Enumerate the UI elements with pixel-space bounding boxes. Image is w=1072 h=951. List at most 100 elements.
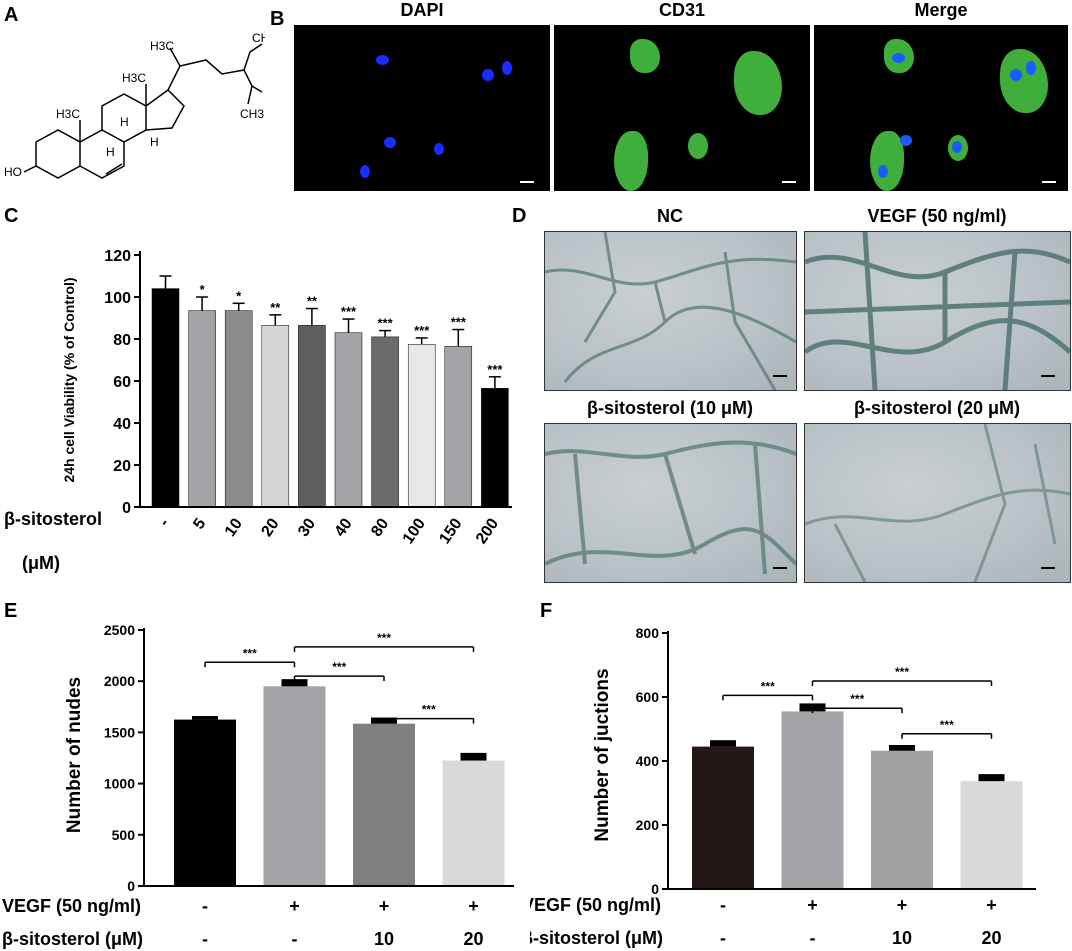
label-h-3: H — [106, 145, 115, 159]
error-bar — [281, 679, 308, 687]
row-value: 20 — [463, 929, 483, 949]
label-h3c-side: H3C — [150, 39, 174, 53]
y-tick-label: 1000 — [104, 776, 135, 792]
c-tick-label: 200 — [473, 515, 502, 547]
comparison-label: *** — [895, 665, 909, 679]
label-h3c-mid: H3C — [122, 71, 146, 85]
comparison-label: *** — [422, 703, 436, 717]
label-ho: HO — [4, 165, 22, 179]
title-dapi: DAPI — [400, 0, 444, 20]
row-value: + — [468, 896, 479, 916]
c-y-tick-label: 100 — [104, 290, 131, 307]
image-sito-20 — [804, 423, 1071, 583]
row-value: 10 — [374, 929, 394, 949]
c-bar — [151, 288, 180, 508]
tube-network — [545, 440, 796, 575]
label-h-1: H — [120, 115, 129, 129]
merge-nucleus — [1010, 69, 1022, 81]
c-y-tick-label: 40 — [113, 416, 131, 433]
c-tick-label: 5 — [190, 515, 209, 532]
c-bar — [188, 310, 216, 508]
c-bar — [407, 344, 436, 508]
row-value: - — [202, 929, 208, 949]
image-merge — [814, 25, 1068, 191]
error-bar — [460, 752, 487, 761]
c-y-tick-label: 20 — [113, 458, 131, 475]
e-axes: 0 500 1000 1500 2000 2500 VEGF (50 ng/ml) - + + + β… — [2, 622, 514, 949]
panel-letter-d: D — [512, 205, 527, 227]
chart-nudes: Number of nudes *** *** *** *** 0 500 1000 150… — [2, 622, 514, 949]
image-sito-10 — [544, 423, 797, 583]
scale-bar — [773, 375, 787, 377]
bar — [174, 719, 236, 886]
title-merge: Merge — [914, 0, 968, 20]
tube-network — [545, 232, 796, 390]
y-tick-label: 2000 — [104, 673, 135, 689]
y-tick-label: 400 — [636, 753, 660, 769]
scale-bar — [1041, 375, 1055, 377]
panel-letter-f: F — [540, 600, 553, 622]
scale-bar — [1041, 567, 1055, 569]
c-tick-label: 80 — [368, 515, 392, 539]
label-ch3-bottom: CH3 — [240, 107, 264, 121]
panel-letter-b: B — [270, 8, 285, 30]
nucleus — [482, 69, 494, 81]
c-bar — [444, 346, 473, 508]
c-bar — [261, 325, 290, 508]
title-cd31: CD31 — [658, 0, 706, 20]
nucleus — [376, 55, 389, 65]
row-value: + — [897, 895, 908, 915]
c-y-tick-label: 0 — [122, 500, 131, 517]
c-y-tick-label: 80 — [113, 332, 131, 349]
bar — [781, 711, 844, 889]
bar — [263, 686, 326, 886]
title-vegf: VEGF (50 ng/ml) — [867, 206, 1007, 226]
c-significance: *** — [451, 315, 467, 330]
image-cd31 — [554, 25, 810, 191]
error-bar — [799, 703, 826, 712]
c-bar — [298, 325, 326, 508]
bar — [692, 746, 754, 889]
c-y-tick-label: 60 — [113, 374, 131, 391]
row-value: - — [720, 928, 726, 948]
y-tick-label: 0 — [127, 878, 135, 894]
structure-bonds — [23, 43, 263, 179]
c-significance: *** — [487, 362, 503, 377]
bar — [442, 760, 505, 886]
error-bar — [710, 740, 736, 747]
f-axes: 0 200 400 600 800 VEGF (50 ng/ml) - + + + β-sitost… — [530, 625, 1036, 948]
c-bar — [224, 310, 253, 508]
cd31-cell — [630, 39, 660, 73]
structure-labels: CH3 H3C H3C H3C CH3 H H H HO — [4, 31, 276, 179]
structure-svg: CH3 H3C H3C H3C CH3 H H H HO — [4, 31, 276, 179]
title-nc: NC — [657, 206, 683, 226]
c-significance: * — [236, 288, 242, 303]
comparison-label: *** — [850, 692, 864, 706]
row-value: + — [379, 896, 390, 916]
row-label: β-sitosterol (μM) — [530, 928, 663, 948]
comparison-label: *** — [377, 631, 391, 645]
c-significance: ** — [270, 300, 281, 315]
row-value: 20 — [981, 928, 1001, 948]
c-tick-label: 10 — [222, 515, 246, 539]
panel-letter-c: C — [4, 205, 19, 227]
nucleus — [502, 61, 512, 75]
nucleus — [360, 165, 370, 178]
f-y-axis-label: Number of juctions — [592, 668, 613, 841]
c-bar — [334, 332, 363, 508]
bar — [960, 781, 1023, 889]
row-value: + — [289, 896, 300, 916]
scale-bar — [773, 567, 787, 569]
chart-junctions: Number of juctions *** *** *** *** 0 200 400 6… — [530, 625, 1036, 948]
label-ch3-top: CH3 — [252, 31, 265, 45]
scale-bar — [1042, 181, 1056, 183]
row-label: VEGF (50 ng/ml) — [2, 896, 141, 916]
image-dapi — [294, 25, 550, 191]
row-value: 10 — [892, 928, 912, 948]
merge-cell — [870, 131, 904, 191]
error-bar — [978, 774, 1005, 782]
label-h-2: H — [150, 135, 159, 149]
panel-letter-e: E — [4, 600, 18, 622]
c-significance: * — [200, 282, 206, 297]
y-tick-label: 0 — [651, 881, 659, 897]
